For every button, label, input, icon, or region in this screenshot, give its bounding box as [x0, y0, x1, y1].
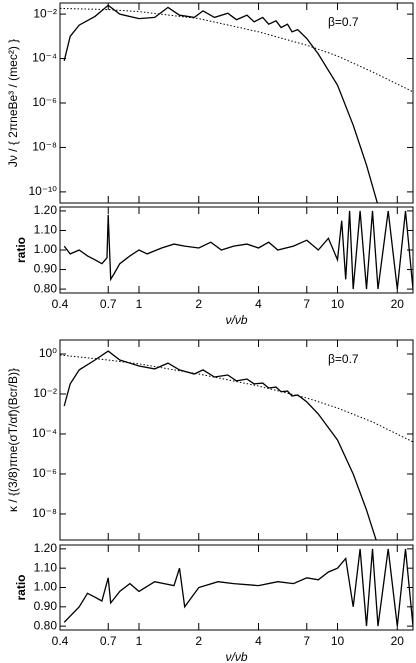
y-tick-label: 1.10 [34, 223, 58, 237]
y-tick-label: 10⁻⁴ [32, 51, 57, 65]
x-tick-label: 0.7 [100, 297, 117, 311]
x-tick-label: 1 [136, 297, 143, 311]
x-tick-label: 1 [136, 634, 143, 648]
data-line [63, 350, 377, 540]
y-tick-label: 10⁰ [39, 346, 57, 360]
x-tick-label: 0.7 [100, 634, 117, 648]
y-tick-label: 1.20 [34, 203, 58, 217]
y-tick-label: 10⁻⁸ [32, 140, 57, 154]
y-tick-label: 10⁻² [33, 386, 57, 400]
y-tick-label: 1.10 [34, 560, 58, 574]
x-tick-label: 10 [331, 297, 345, 311]
y-axis-label: ratio [14, 237, 28, 263]
data-line [63, 548, 413, 627]
y-tick-label: 10⁻⁶ [32, 466, 57, 480]
y-axis-label: κ / {(3/8)πne(σT/αf)(Bcr/B)} [6, 368, 20, 512]
x-axis-label: ν/νb [225, 313, 247, 327]
y-tick-label: 0.80 [34, 618, 58, 632]
x-tick-label: 7 [303, 634, 310, 648]
annotation: β=0.7 [328, 352, 359, 366]
y-tick-label: 10⁻⁸ [32, 506, 57, 520]
x-tick-label: 7 [303, 297, 310, 311]
y-tick-label: 10⁻² [33, 6, 57, 20]
y-tick-label: 10⁻⁴ [32, 426, 57, 440]
y-tick-label: 0.90 [34, 262, 58, 276]
x-tick-label: 2 [195, 297, 202, 311]
y-axis-label: ratio [14, 574, 28, 600]
y-axis-label: Jν / { 2πneBe³ / (mec²) } [6, 39, 20, 167]
x-tick-label: 4 [255, 297, 262, 311]
plot-frame [59, 339, 414, 541]
x-tick-label: 20 [391, 634, 405, 648]
plot-frame [59, 206, 414, 294]
y-tick-label: 1.00 [34, 242, 58, 256]
annotation: β=0.7 [328, 15, 359, 29]
y-tick-label: 0.80 [34, 281, 58, 295]
x-tick-label: 4 [255, 634, 262, 648]
x-tick-label: 0.4 [52, 634, 69, 648]
x-tick-label: 2 [195, 634, 202, 648]
x-tick-label: 0.4 [52, 297, 69, 311]
data-line [63, 4, 379, 203]
plot-frame [59, 2, 414, 204]
x-axis-label: ν/νb [225, 650, 247, 663]
x-tick-label: 10 [331, 634, 345, 648]
y-tick-label: 1.20 [34, 541, 58, 555]
x-tick-label: 20 [391, 297, 405, 311]
plot-frame [59, 544, 414, 631]
y-tick-label: 10⁻⁶ [32, 95, 57, 109]
data-line [60, 7, 413, 93]
y-tick-label: 10⁻¹⁰ [29, 184, 58, 198]
y-tick-label: 0.90 [34, 599, 58, 613]
data-line [63, 210, 413, 290]
y-tick-label: 1.00 [34, 580, 58, 594]
data-line [60, 354, 413, 443]
